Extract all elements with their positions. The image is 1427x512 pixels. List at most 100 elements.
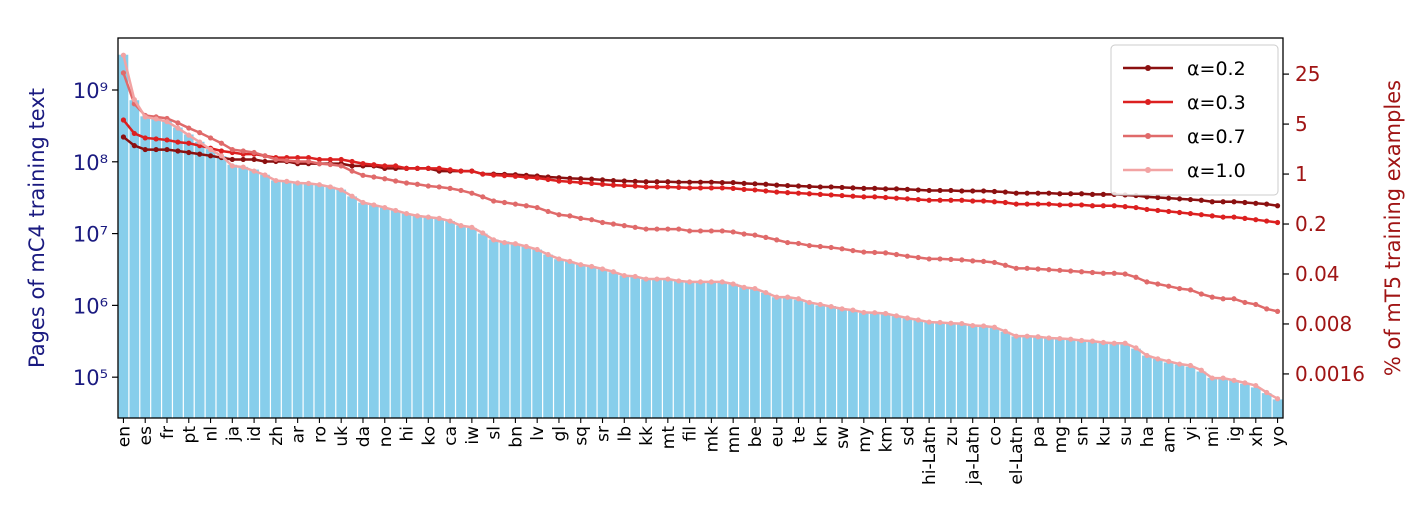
series-point (175, 148, 181, 154)
series-point (904, 186, 910, 193)
bar (837, 308, 847, 418)
series-point (175, 139, 181, 145)
series-point (1144, 194, 1150, 200)
series-point (349, 158, 355, 165)
series-point (371, 174, 377, 180)
series-point (1166, 208, 1172, 215)
bar (695, 282, 706, 418)
series-point (131, 143, 137, 149)
series-point (1133, 345, 1139, 351)
x-tick-label: ha (1138, 426, 1158, 447)
series-point (959, 320, 965, 327)
series-point (316, 161, 323, 167)
x-tick-label: da (354, 426, 374, 447)
bar (1011, 336, 1022, 418)
bar (630, 276, 641, 418)
series-point (970, 322, 976, 329)
y2-tick-label: 25 (1295, 62, 1320, 86)
series-point (1100, 191, 1106, 197)
x-tick-label: kn (811, 426, 831, 447)
bar (750, 288, 760, 418)
series-point (708, 179, 714, 185)
series-point (1111, 203, 1117, 209)
series-point (251, 149, 257, 156)
series-point (480, 230, 486, 236)
series-point (273, 156, 279, 163)
bar (173, 127, 183, 418)
x-tick-label: sd (898, 426, 918, 446)
series-point (382, 204, 388, 211)
x-tick-label: my (855, 426, 875, 453)
series-point (447, 185, 453, 191)
series-point (893, 195, 900, 201)
series-point (610, 177, 616, 184)
series-point (697, 228, 704, 234)
series-point (284, 157, 290, 164)
series-point (1198, 291, 1204, 297)
series-point (599, 177, 606, 183)
series-point (719, 279, 725, 285)
series-point (142, 135, 148, 141)
series-point (1231, 377, 1237, 383)
bar (858, 312, 869, 418)
x-tick-label: kk (637, 426, 657, 446)
series-point (828, 192, 834, 198)
x-tick-label: mi (1203, 426, 1223, 447)
series-point (1068, 191, 1074, 197)
x-tick-label: iw (463, 426, 483, 445)
series-point (839, 246, 845, 252)
series-point (806, 242, 812, 249)
bar (434, 218, 445, 418)
series-point (893, 251, 900, 258)
bar (652, 279, 662, 418)
series-point (501, 199, 508, 206)
series-point (1264, 306, 1270, 312)
series-point (828, 303, 834, 310)
bar (804, 302, 815, 418)
series-point (469, 224, 475, 230)
bar (271, 180, 281, 418)
series-point (730, 281, 736, 287)
series-point (1166, 283, 1172, 289)
x-tick-label: lv (528, 426, 548, 441)
x-tick-label: sl (485, 426, 505, 440)
bar (728, 283, 739, 418)
x-tick-label: su (1116, 426, 1136, 446)
series-point (1002, 328, 1008, 334)
series-point (153, 136, 159, 142)
x-tick-label: sn (1073, 426, 1093, 446)
series-point (861, 249, 867, 255)
series-point (458, 168, 464, 174)
bar (1152, 358, 1163, 418)
bar (194, 141, 205, 418)
series-point (1144, 279, 1150, 285)
series-point (1089, 269, 1096, 276)
x-tick-label: en (114, 426, 134, 447)
series-point (1176, 285, 1183, 292)
legend-marker (1145, 167, 1151, 173)
series-point (937, 197, 943, 203)
series-point (763, 188, 769, 194)
series-point (1209, 294, 1215, 300)
plot-frame (117, 37, 1284, 419)
series-point (708, 228, 714, 234)
series-point (1155, 356, 1161, 362)
series-point (393, 163, 399, 169)
series-point (643, 184, 649, 190)
series-point (262, 158, 268, 165)
series-point (1198, 197, 1204, 203)
series-point (643, 179, 649, 185)
series-point (904, 196, 910, 202)
series-point (534, 246, 540, 253)
bar (118, 54, 129, 419)
series-point (610, 269, 616, 275)
series-point (403, 165, 410, 171)
series-point (556, 212, 562, 218)
series-point (795, 190, 802, 196)
series-point (926, 256, 932, 262)
series-point (1100, 203, 1106, 209)
series-point (697, 179, 704, 185)
series-point (1253, 200, 1259, 206)
bar (575, 264, 586, 418)
series-point (425, 165, 431, 171)
